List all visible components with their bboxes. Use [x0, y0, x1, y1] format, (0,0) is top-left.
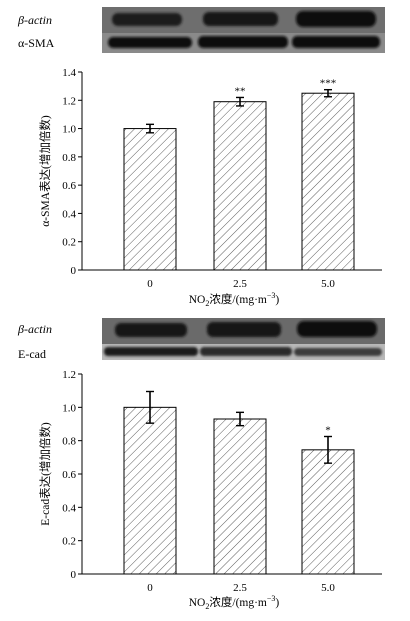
blot-label-actin-2: β-actin [17, 322, 52, 336]
significance-mark: ** [235, 85, 246, 97]
bar [123, 128, 177, 271]
x-tick-label: 5.0 [321, 582, 335, 594]
band-actin-2-b [207, 322, 281, 337]
bar [213, 418, 267, 575]
blot-label-ecad: E-cad [18, 347, 46, 361]
band-sma-1-a [108, 37, 192, 48]
x-axis-label: NO2浓度/(mg·m−3) [189, 594, 280, 611]
x-tick-label: 2.5 [233, 582, 247, 594]
bar [123, 406, 177, 575]
y-tick-label: 0.6 [62, 469, 76, 481]
y-axis-label: α-SMA表达(增加倍数) [38, 115, 52, 227]
y-tick-label: 1.0 [62, 402, 76, 414]
blot-panel-2: β-actin E-cad [17, 318, 385, 361]
x-axis-label: NO2浓度/(mg·m−3) [189, 291, 280, 308]
blot-panel-1: β-actin α-SMA [17, 7, 385, 53]
bar [301, 92, 355, 271]
blot-label-sma: α-SMA [18, 36, 55, 50]
y-tick-label: 0.2 [62, 237, 76, 249]
y-tick-label: 0 [71, 265, 77, 277]
bar [213, 101, 267, 271]
band-ecad-b [200, 347, 292, 356]
x-tick-label: 2.5 [233, 278, 247, 290]
y-tick-label: 0.6 [62, 180, 76, 192]
y-tick-label: 1.2 [62, 369, 76, 381]
band-actin-1-b [203, 12, 278, 26]
significance-mark: *** [320, 78, 337, 90]
y-tick-label: 1.0 [62, 124, 76, 136]
bar [301, 449, 355, 575]
band-actin-1-a [112, 13, 182, 26]
x-tick-label: 5.0 [321, 278, 335, 290]
band-actin-2-c [297, 321, 377, 337]
y-tick-label: 1.4 [62, 67, 76, 79]
y-tick-label: 0.4 [62, 208, 76, 220]
y-tick-label: 0.8 [62, 436, 76, 448]
band-ecad-c [294, 348, 382, 356]
band-sma-1-b [198, 36, 288, 48]
y-tick-label: 0.8 [62, 152, 76, 164]
blot-label-actin-1: β-actin [17, 13, 52, 27]
y-tick-label: 0.2 [62, 536, 76, 548]
y-tick-label: 0.4 [62, 502, 76, 514]
band-ecad-a [104, 347, 198, 356]
significance-mark: * [325, 425, 331, 437]
y-axis-label: E-cad表达(增加倍数) [38, 422, 52, 526]
chart-alpha-sma: 00.20.40.60.81.01.21.4 ***** 0 2.5 5.0 α-S… [38, 67, 382, 308]
y-tick-label: 1.2 [62, 95, 76, 107]
x-tick-label: 0 [147, 278, 153, 290]
band-sma-1-c [292, 36, 380, 48]
band-actin-2-a [115, 323, 187, 337]
x-tick-label: 0 [147, 582, 153, 594]
band-actin-1-c [296, 11, 376, 27]
chart-e-cad: 0 0.2 0.4 0.6 0.8 1.0 1.2 * 0 2.5 5.0 E-cad表达(增加… [38, 369, 382, 611]
y-tick-label: 0 [71, 569, 77, 581]
